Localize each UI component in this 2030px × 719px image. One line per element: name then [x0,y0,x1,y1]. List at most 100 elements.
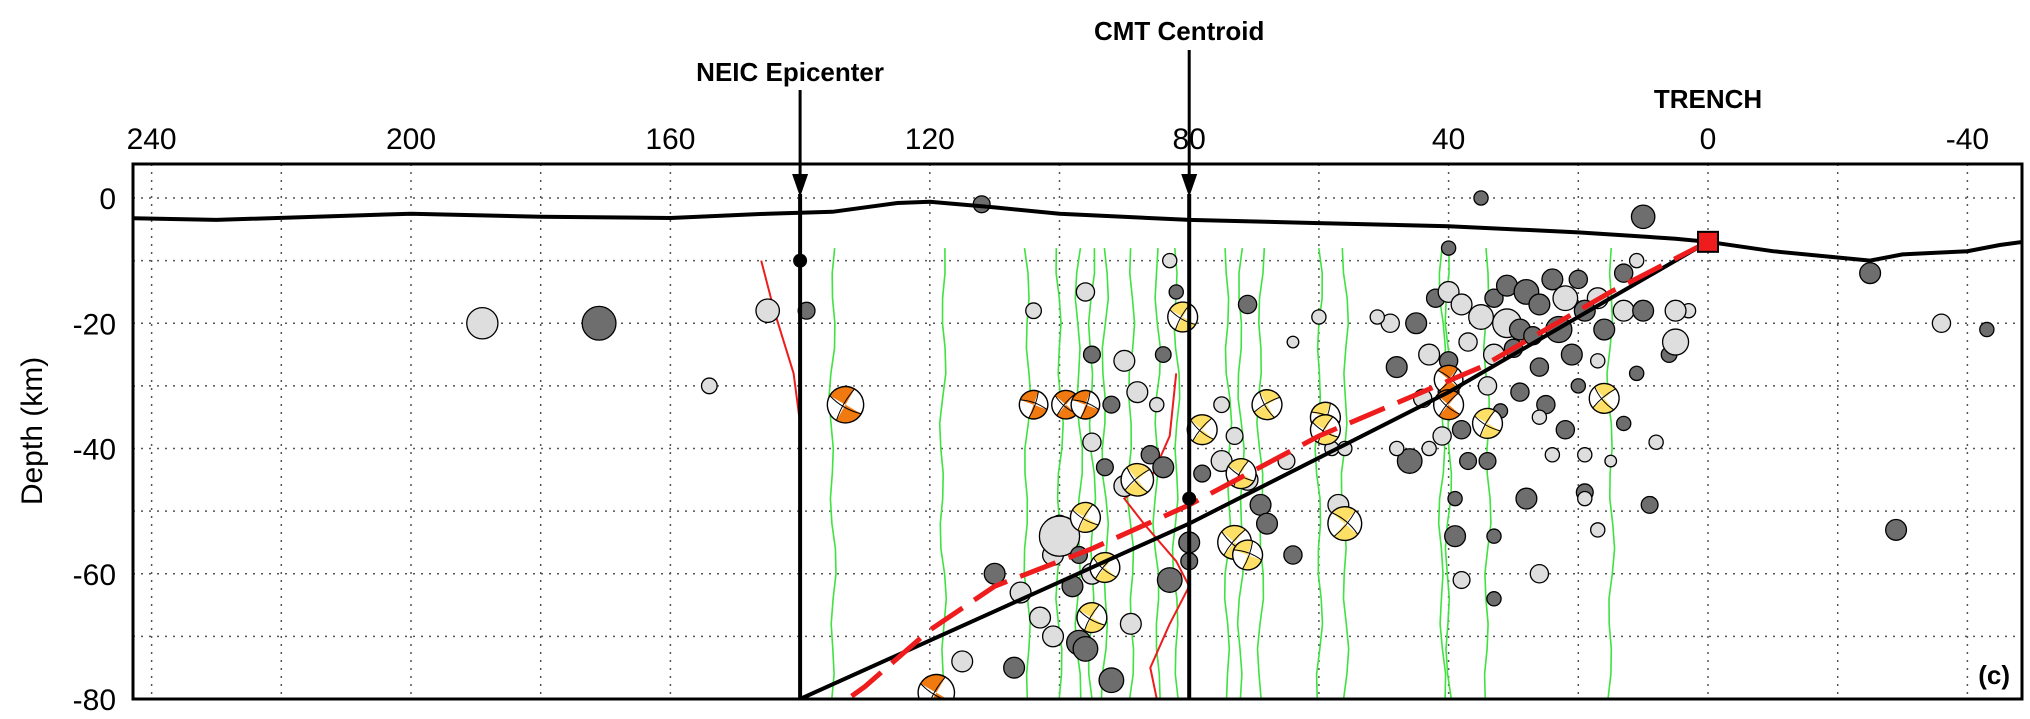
neic-hypocenter-dot [793,253,808,268]
green-profile [1340,248,1350,699]
event-point [1628,365,1645,382]
event-point [1577,447,1593,463]
event-point [1388,440,1405,457]
focal-mechanism [1251,389,1283,421]
event-point [1213,396,1231,414]
event-point [1156,567,1183,593]
event-point [1140,445,1161,465]
event-point [1510,382,1530,402]
event-point [1113,349,1136,372]
event-point [1286,335,1300,349]
event-point [1396,448,1423,474]
event-point [1405,312,1428,335]
beachball-outline [1309,414,1342,446]
slab-interface-red-dashed [843,239,1710,699]
beachball-quadrant [829,386,855,405]
beachball-outline [1327,506,1363,542]
beachball-quadrant [1317,429,1339,445]
event-point [1149,396,1165,413]
focal-mechanism [1069,501,1102,534]
focal-mechanism [1018,389,1049,420]
event-point [1613,263,1634,283]
event-point [1568,269,1589,290]
event-point [700,377,718,395]
focal-mechanism [917,673,956,699]
seismicity-events [466,190,1995,694]
focal-mechanism [1070,389,1101,420]
x-tick-label: 160 [645,123,695,156]
red-profile [760,260,802,461]
event-point [1531,409,1548,425]
focal-mechanism [1588,382,1620,415]
event-point [1577,490,1593,507]
neic-arrow-head [792,174,809,197]
event-point [1452,570,1471,590]
beachball-quadrant [1095,567,1117,583]
beachball-quadrant [836,404,862,423]
x-axis: 240 200 160 120 80 40 0 -40 [127,123,1990,156]
focal-mechanism [826,385,865,424]
plot-frame [131,162,2024,701]
beachball-outline [1471,407,1504,440]
beachball-quadrant [1221,525,1246,543]
focal-mechanism [1471,407,1504,440]
event-point [1590,522,1606,538]
event-point [1560,343,1583,366]
event-point [1544,447,1561,463]
event-point [1369,309,1386,325]
beachball-quadrant [1594,383,1616,399]
event-point [1630,204,1656,230]
beachball-outline [1120,462,1155,497]
event-point [1859,262,1882,285]
event-point [1161,252,1178,269]
event-point [1283,545,1303,565]
event-point [1072,635,1099,662]
beachball-quadrant [1169,302,1191,317]
topography-line [133,199,2022,263]
event-point [1648,434,1664,450]
event-point [1385,356,1408,379]
neic-epicenter-label: NEIC Epicenter [696,57,884,87]
green-profile [938,248,948,699]
event-point [1038,515,1081,557]
beachball-outline [826,385,865,424]
beachball-outline [1432,389,1465,421]
event-point [1885,518,1908,541]
beachball-quadrant [1124,479,1148,496]
event-point [1082,345,1101,364]
event-point [1593,318,1616,341]
beachball-quadrant [1228,458,1249,474]
event-point [1468,304,1494,330]
y-tick-label: -80 [73,684,116,717]
event-point [1421,440,1437,457]
event-point [1025,302,1043,320]
event-point [1028,606,1052,629]
beachball-quadrant [1437,365,1458,380]
event-point [1632,299,1655,322]
beachball-outline [1588,382,1620,415]
beachball-quadrant [920,674,946,693]
event-point [1450,293,1473,316]
x-tick-label: 0 [1700,123,1717,156]
beachball-outline [1231,539,1264,571]
event-point [1529,564,1550,584]
event-point [1447,490,1463,507]
green-profile [828,248,837,699]
y-tick-label: -60 [73,559,116,592]
beachball-quadrant [1331,506,1356,524]
event-point [1477,376,1498,396]
beachball-nodal-lines [1072,504,1099,531]
beachball-quadrant [1259,389,1280,405]
event-point [1528,293,1551,316]
beachball-quadrant [1077,517,1099,533]
beachball-quadrant [1072,502,1093,518]
beachball-outline [1433,364,1464,395]
beachball-nodal-lines [1233,540,1262,570]
beachball-nodal-lines [1592,386,1616,411]
event-point [1570,378,1587,394]
event-point [1615,415,1632,432]
green-profile [1444,248,1453,699]
event-point [1237,294,1258,315]
event-point [1459,451,1478,471]
event-point [1095,458,1114,477]
